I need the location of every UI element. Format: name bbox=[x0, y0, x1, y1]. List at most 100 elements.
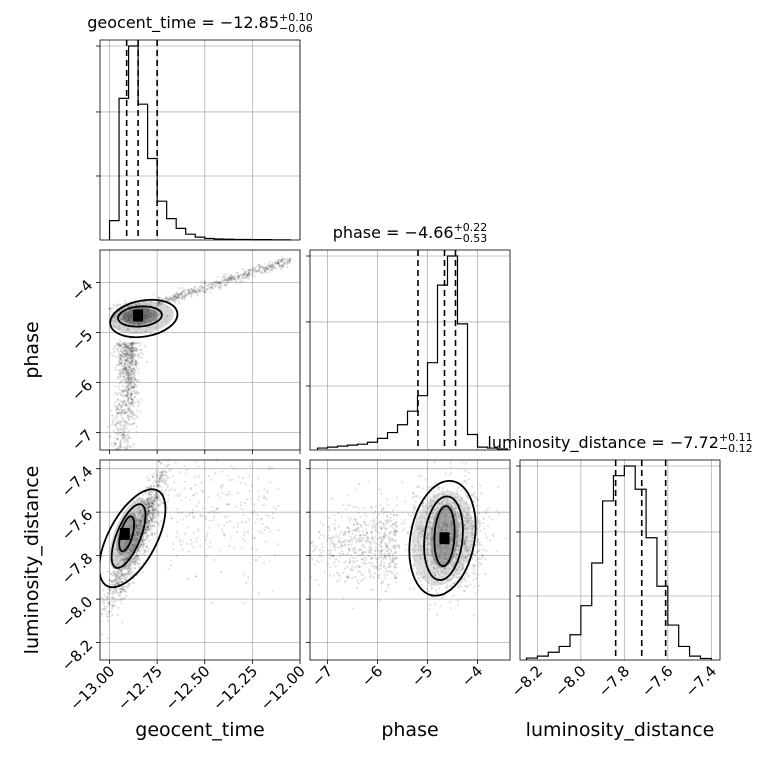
sample-point bbox=[209, 291, 212, 294]
sample-point bbox=[170, 297, 173, 300]
sample-point bbox=[157, 513, 160, 516]
sample-point bbox=[138, 512, 141, 515]
sample-point bbox=[126, 363, 129, 367]
sample-point bbox=[121, 391, 124, 394]
sample-point bbox=[236, 278, 239, 281]
sample-point bbox=[114, 587, 117, 591]
sample-point bbox=[433, 490, 436, 494]
sample-point bbox=[123, 356, 126, 359]
sample-point bbox=[123, 399, 126, 402]
sample-point bbox=[120, 573, 123, 576]
sample-point bbox=[129, 569, 132, 572]
sample-point bbox=[208, 286, 211, 289]
sample-point bbox=[157, 514, 160, 518]
sample-point bbox=[444, 528, 447, 531]
panel-phase-vs-luminosity_distance-marks bbox=[310, 460, 508, 617]
sample-point bbox=[275, 260, 278, 263]
sample-point bbox=[124, 404, 127, 407]
sample-point bbox=[122, 436, 125, 439]
sample-point bbox=[268, 260, 272, 263]
sample-point bbox=[142, 501, 146, 504]
sample-point bbox=[264, 266, 267, 270]
sample-point bbox=[114, 424, 117, 427]
sample-point bbox=[254, 271, 257, 274]
sample-point bbox=[457, 525, 461, 528]
sample-point bbox=[144, 503, 147, 506]
sample-point bbox=[226, 280, 229, 283]
sample-point bbox=[146, 534, 149, 538]
sample-point bbox=[127, 345, 130, 348]
histogram-geocent_time: geocent_time = −12.85+0.10 −0.06 bbox=[87, 11, 313, 241]
sample-point bbox=[177, 494, 181, 497]
sample-point bbox=[228, 277, 231, 280]
sample-point bbox=[131, 546, 134, 549]
sample-point bbox=[134, 363, 138, 366]
sample-point bbox=[143, 549, 146, 552]
sample-point bbox=[144, 329, 147, 332]
sample-point bbox=[178, 294, 182, 297]
sample-point bbox=[464, 469, 467, 472]
sample-point bbox=[123, 366, 126, 369]
sample-point bbox=[150, 504, 154, 507]
sample-point bbox=[141, 517, 144, 521]
sample-point bbox=[158, 524, 161, 527]
sample-point bbox=[135, 530, 139, 533]
sample-point bbox=[147, 525, 150, 528]
sample-point bbox=[116, 393, 119, 397]
sample-point bbox=[134, 533, 137, 536]
sample-point bbox=[151, 509, 155, 512]
sample-point bbox=[119, 316, 122, 319]
sample-point bbox=[124, 589, 127, 593]
sample-point bbox=[264, 266, 267, 269]
sample-point bbox=[137, 518, 141, 521]
sample-point bbox=[125, 372, 128, 375]
sample-point bbox=[118, 327, 121, 331]
sample-point bbox=[209, 541, 212, 544]
sample-point bbox=[158, 296, 161, 299]
sample-point bbox=[258, 268, 261, 271]
sample-point bbox=[197, 527, 200, 531]
sample-point bbox=[139, 520, 142, 523]
sample-point bbox=[276, 260, 279, 263]
sample-point bbox=[140, 342, 143, 345]
sample-point bbox=[160, 461, 163, 465]
sample-point bbox=[455, 568, 458, 571]
sample-point bbox=[264, 540, 267, 544]
sample-point bbox=[185, 293, 188, 297]
sample-point bbox=[132, 421, 135, 425]
sample-point bbox=[431, 499, 434, 503]
sample-point bbox=[151, 505, 155, 508]
sample-point bbox=[117, 433, 120, 436]
sample-point bbox=[130, 378, 133, 381]
sample-point bbox=[177, 293, 180, 297]
sample-point bbox=[120, 568, 123, 571]
sample-point bbox=[144, 531, 147, 535]
sample-point bbox=[144, 539, 147, 542]
sample-point bbox=[145, 526, 149, 529]
sample-point bbox=[118, 575, 121, 578]
sample-point bbox=[113, 325, 116, 328]
sample-point bbox=[119, 559, 122, 562]
sample-point bbox=[265, 271, 268, 274]
sample-point bbox=[477, 556, 480, 559]
sample-point bbox=[159, 485, 163, 488]
sample-point bbox=[419, 571, 422, 575]
sample-point bbox=[190, 288, 194, 291]
sample-point bbox=[201, 515, 204, 518]
sample-point bbox=[135, 536, 138, 539]
sample-point bbox=[200, 284, 203, 287]
sample-point bbox=[235, 275, 238, 278]
sample-point bbox=[165, 535, 169, 538]
sample-point bbox=[180, 543, 183, 546]
sample-point bbox=[282, 262, 285, 265]
sample-point bbox=[116, 405, 119, 408]
panel-geocent_time-vs-luminosity_distance-marks bbox=[100, 460, 280, 640]
sample-point bbox=[125, 368, 128, 372]
sample-point bbox=[133, 367, 136, 370]
sample-point bbox=[124, 420, 127, 423]
sample-point bbox=[115, 588, 118, 591]
sample-point bbox=[430, 587, 433, 591]
sample-point bbox=[118, 324, 121, 327]
sample-point bbox=[190, 542, 193, 546]
sample-point bbox=[130, 357, 133, 360]
